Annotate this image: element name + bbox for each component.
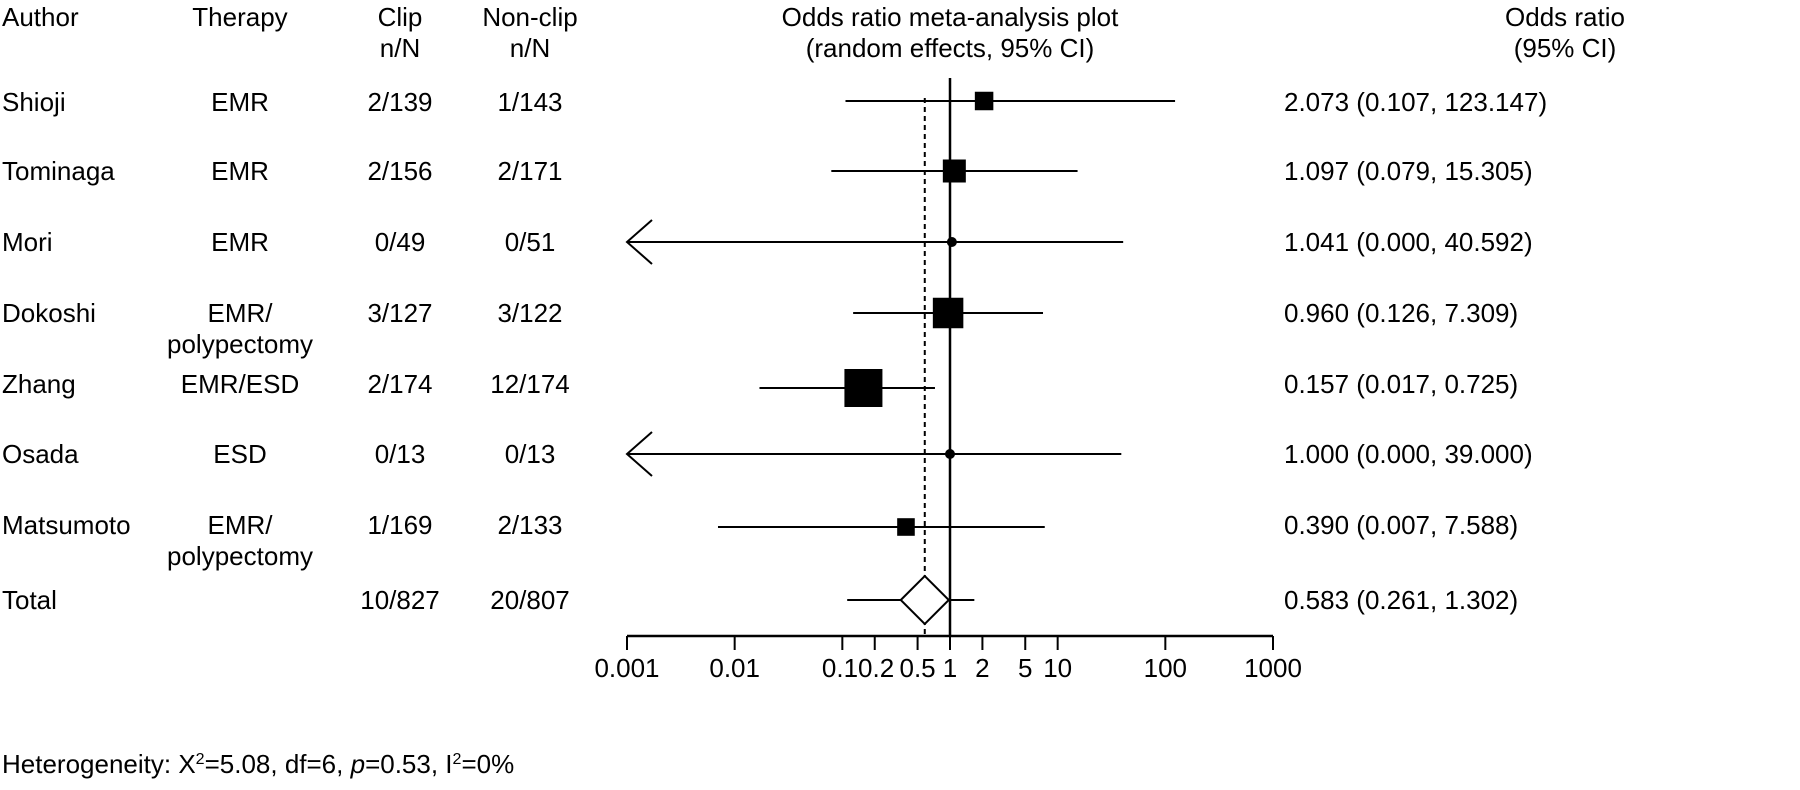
- row-clip: 2/156: [367, 156, 433, 186]
- row-clip: 2/139: [367, 87, 433, 117]
- plot-header-line2: (random effects, 95% CI): [805, 33, 1095, 63]
- row-or-text: 0.390 (0.007, 7.588): [1284, 510, 1519, 540]
- x-tick-label: 2: [975, 653, 989, 683]
- row-author: Tominaga: [2, 156, 115, 186]
- ci-arrow-osada: [625, 431, 653, 477]
- row-nonclip: 0/51: [504, 227, 556, 257]
- row-author: Dokoshi: [2, 298, 96, 328]
- nonclip-header-line2: n/N: [509, 33, 551, 63]
- row-therapy-line: EMR: [211, 156, 269, 186]
- heterogeneity-footer: Heterogeneity: X2=5.08, df=6, p=0.53, I2…: [2, 748, 514, 780]
- row-therapy: EMR/polypectomy: [160, 298, 320, 360]
- point-estimate-matsumoto: [897, 518, 915, 536]
- x-tick-label: 0.001: [594, 653, 659, 683]
- point-estimate-tominaga: [942, 159, 966, 183]
- row-clip: 3/127: [367, 298, 433, 328]
- row-therapy: EMR/ESD: [160, 369, 320, 400]
- row-or-text: 2.073 (0.107, 123.147): [1284, 87, 1548, 117]
- row-therapy-line: polypectomy: [167, 541, 313, 571]
- row-or-text: 1.000 (0.000, 39.000): [1284, 439, 1533, 469]
- row-author: Shioji: [2, 87, 66, 117]
- row-clip: 0/49: [374, 227, 426, 257]
- row-author: Mori: [2, 227, 53, 257]
- row-therapy-line: EMR: [211, 87, 269, 117]
- row-therapy-line: EMR: [211, 227, 269, 257]
- footer-i-val: =0%: [461, 749, 515, 779]
- row-therapy-line: EMR/: [207, 298, 273, 328]
- x-tick-label: 10: [1043, 653, 1072, 683]
- row-nonclip: 2/171: [497, 156, 563, 186]
- total-author: Total: [2, 585, 57, 615]
- row-or-text: 0.157 (0.017, 0.725): [1284, 369, 1519, 399]
- footer-chi-sup: 2: [195, 751, 205, 768]
- pooled-diamond: [899, 574, 951, 626]
- point-estimate-mori: [946, 237, 957, 247]
- row-therapy: EMR/polypectomy: [160, 510, 320, 572]
- row-author: Zhang: [2, 369, 76, 399]
- row-clip: 1/169: [367, 510, 433, 540]
- plot-header: Odds ratio meta-analysis plot (random ef…: [720, 2, 1180, 64]
- or-header: Odds ratio (95% CI): [1430, 2, 1700, 64]
- point-estimate-shioji: [974, 91, 994, 111]
- row-nonclip: 0/13: [504, 439, 556, 469]
- row-therapy-line: polypectomy: [167, 329, 313, 359]
- footer-chi-val: =5.08, df=6,: [204, 749, 351, 779]
- or-header-line2: (95% CI): [1513, 33, 1617, 63]
- total-clip: 10/827: [360, 585, 440, 615]
- x-tick-label: 100: [1144, 653, 1187, 683]
- row-author: Matsumoto: [2, 510, 131, 540]
- x-tick-label: 1000: [1244, 653, 1302, 683]
- clip-header-line2: n/N: [379, 33, 421, 63]
- row-therapy: EMR: [160, 156, 320, 187]
- row-therapy-line: EMR/: [207, 510, 273, 540]
- footer-p-val: =0.53, I: [365, 749, 453, 779]
- therapy-header: Therapy: [192, 2, 288, 32]
- x-tick-label: 0.10.2: [822, 653, 894, 683]
- plot-header-line1: Odds ratio meta-analysis plot: [781, 2, 1119, 32]
- footer-p-label: p: [350, 749, 366, 779]
- x-tick-label: 5: [1018, 653, 1032, 683]
- row-therapy: ESD: [160, 439, 320, 470]
- author-header: Author: [2, 2, 79, 32]
- x-tick-label: 1: [943, 653, 957, 683]
- row-nonclip: 2/133: [497, 510, 563, 540]
- clip-header: Clip n/N: [340, 2, 460, 64]
- row-or-text: 1.041 (0.000, 40.592): [1284, 227, 1533, 257]
- point-estimate-zhang: [844, 369, 883, 407]
- row-clip: 0/13: [374, 439, 426, 469]
- row-therapy: EMR: [160, 87, 320, 118]
- nonclip-header: Non-clip n/N: [460, 2, 600, 64]
- row-therapy-line: EMR/ESD: [180, 369, 300, 399]
- x-tick-label: 0.01: [709, 653, 760, 683]
- point-estimate-osada: [945, 449, 955, 459]
- total-or-text: 0.583 (0.261, 1.302): [1284, 585, 1519, 615]
- row-or-text: 1.097 (0.079, 15.305): [1284, 156, 1533, 186]
- row-author: Osada: [2, 439, 79, 469]
- clip-header-line1: Clip: [377, 2, 423, 32]
- footer-prefix: Heterogeneity: X: [2, 749, 196, 779]
- total-nonclip: 20/807: [490, 585, 570, 615]
- row-nonclip: 1/143: [497, 87, 563, 117]
- x-tick-label: 0.5: [900, 653, 936, 683]
- row-therapy: EMR: [160, 227, 320, 258]
- row-or-text: 0.960 (0.126, 7.309): [1284, 298, 1519, 328]
- point-estimate-dokoshi: [932, 297, 964, 329]
- or-header-line1: Odds ratio: [1505, 2, 1625, 32]
- row-nonclip: 12/174: [490, 369, 570, 399]
- ci-arrow-mori: [625, 219, 653, 265]
- footer-i-sup: 2: [452, 751, 462, 768]
- row-therapy-line: ESD: [213, 439, 267, 469]
- nonclip-header-line1: Non-clip: [482, 2, 578, 32]
- row-clip: 2/174: [367, 369, 433, 399]
- row-nonclip: 3/122: [497, 298, 563, 328]
